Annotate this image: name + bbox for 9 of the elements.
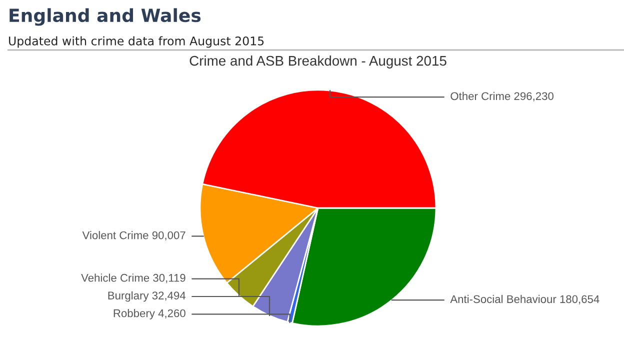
- text: Updated with crime data from August 2015: [9, 36, 264, 48]
- slice-label: Other Crime 296,230: [450, 92, 554, 102]
- slice-label: Robbery 4,260: [114, 309, 186, 320]
- text: England and Wales: [10, 8, 201, 26]
- slice-label: Burglary 32,494: [108, 291, 186, 302]
- slice-label: Violent Crime 90,007: [82, 231, 186, 241]
- slice-label: Anti-Social Behaviour 180,654: [450, 294, 600, 304]
- chart-title: Crime and ASB Breakdown - August 2015: [190, 56, 446, 68]
- slice-label: Vehicle Crime 30,119: [81, 274, 186, 284]
